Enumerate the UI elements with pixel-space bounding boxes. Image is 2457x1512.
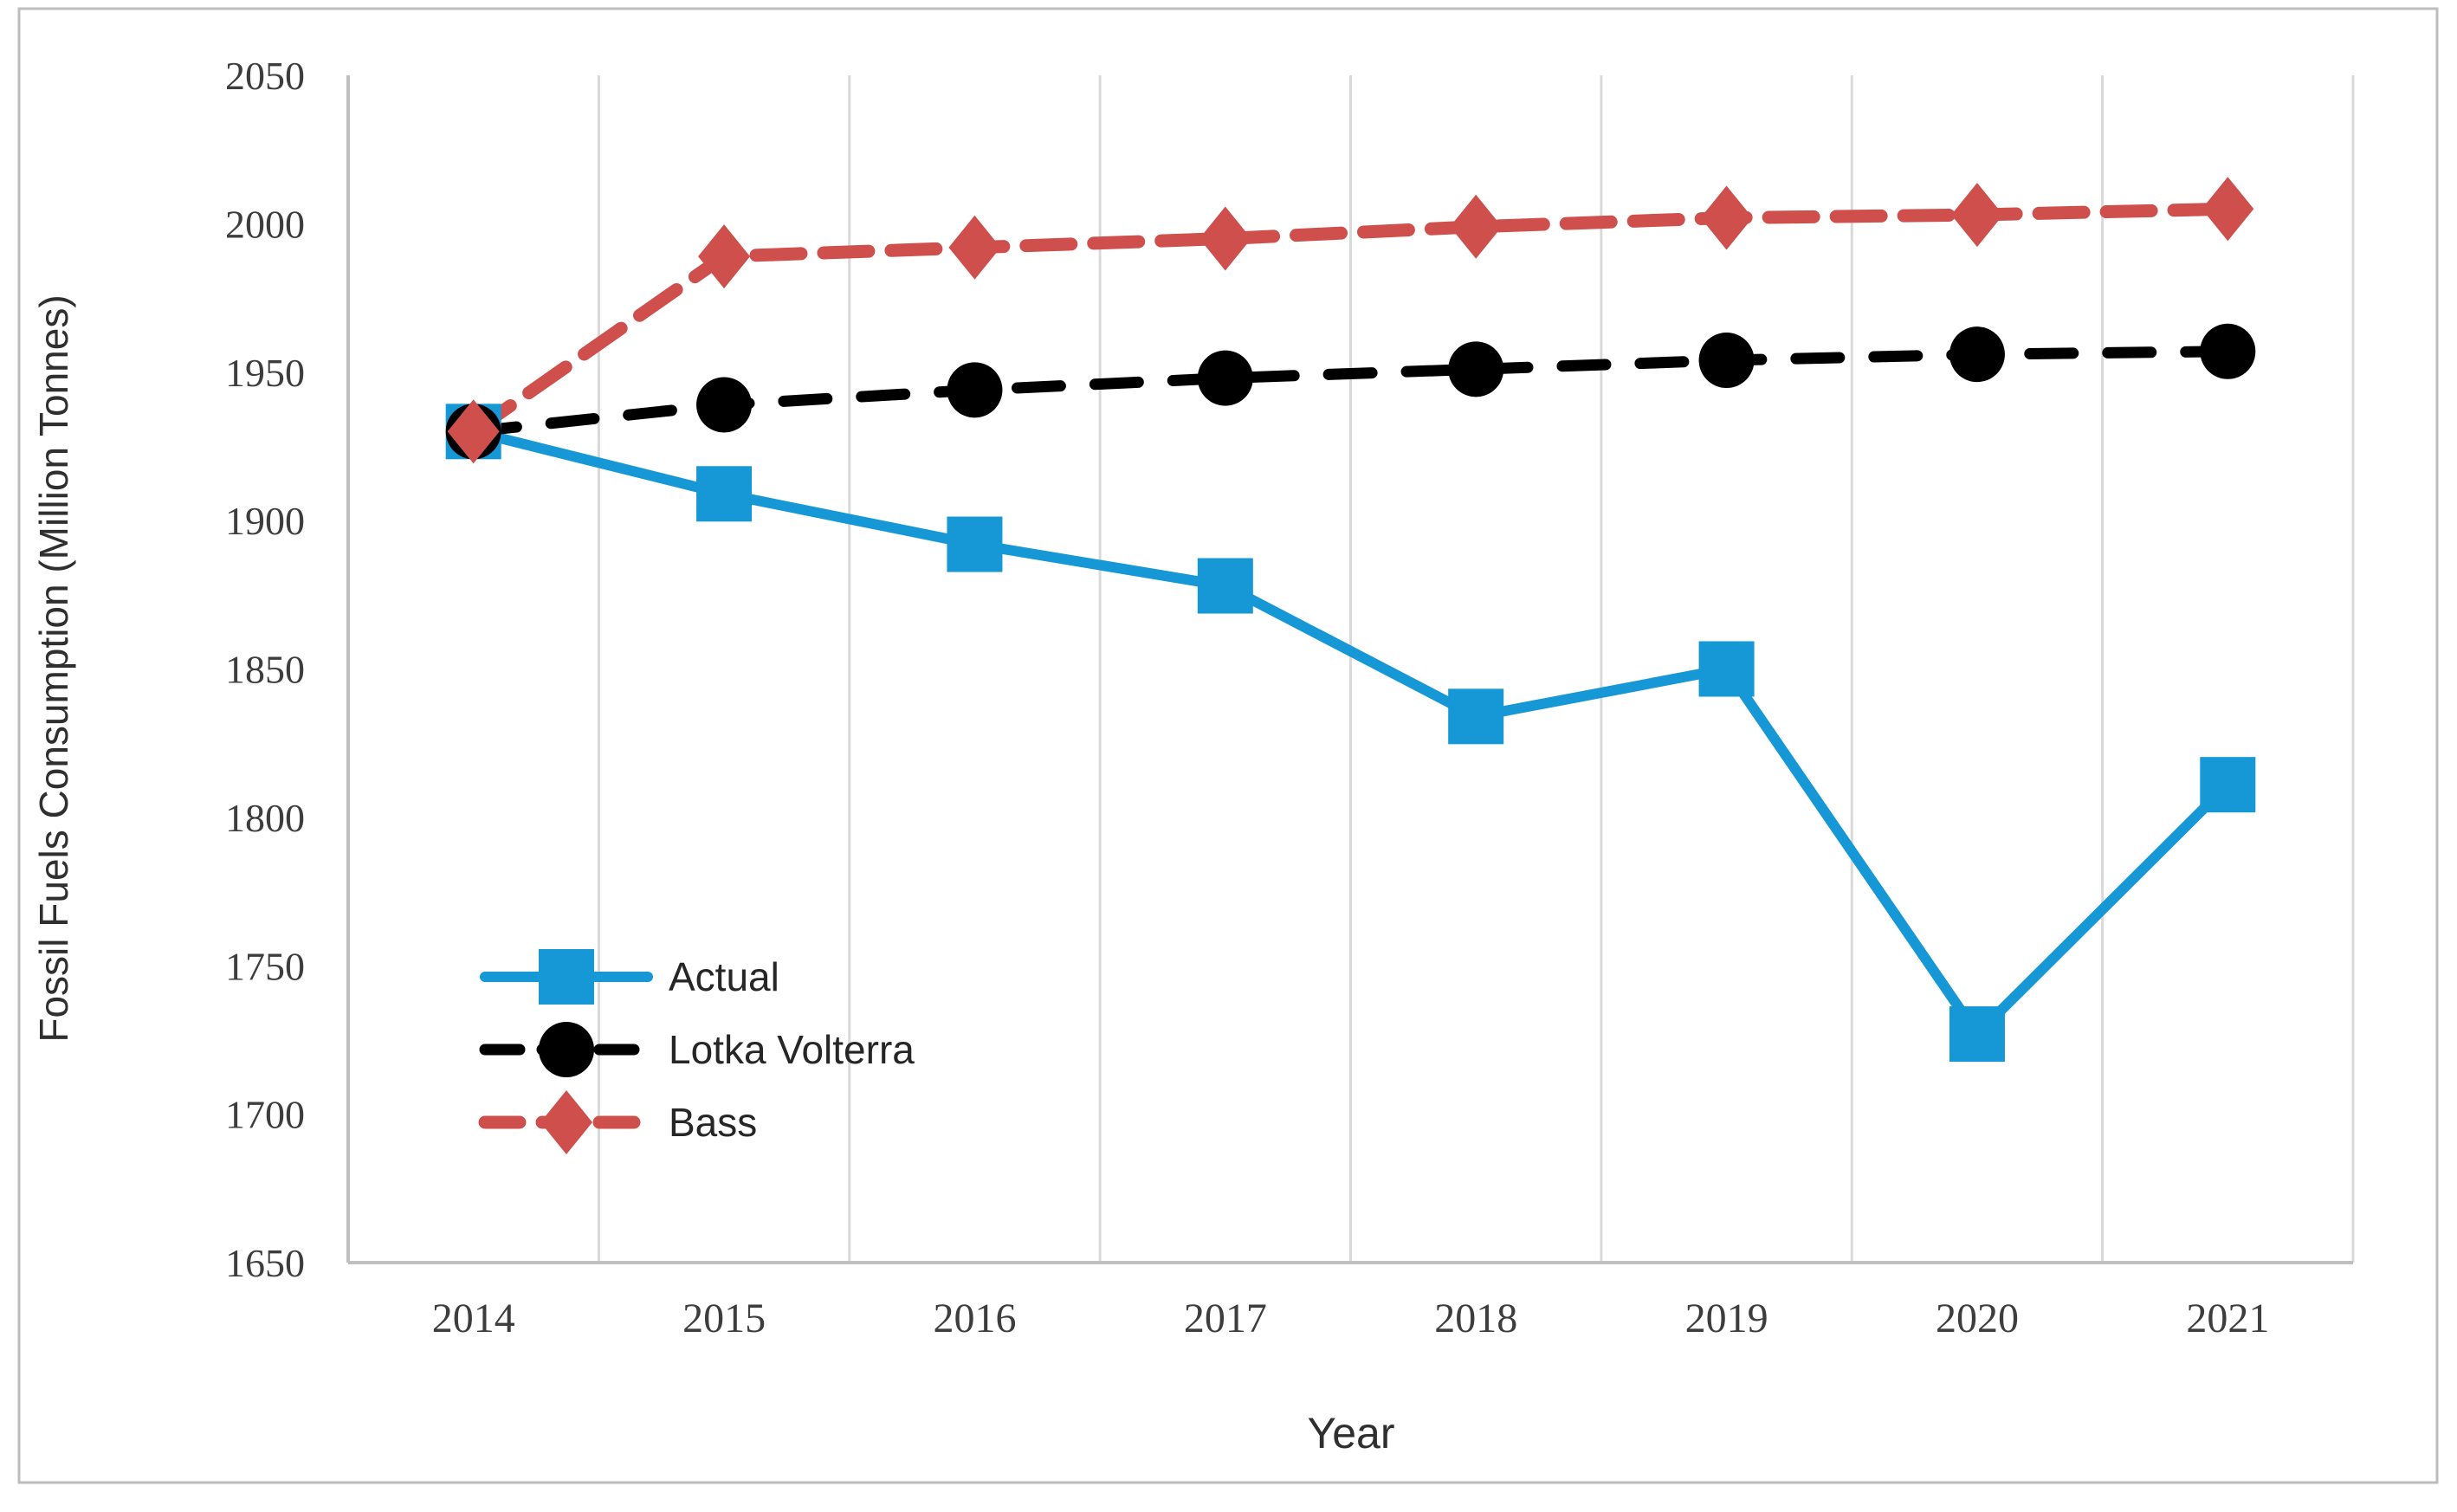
x-tick-label: 2014 [432, 1296, 515, 1341]
marker-lotka-volterra-2018 [1448, 341, 1504, 397]
y-tick-label: 1750 [225, 944, 305, 988]
marker-bass-2021 [2202, 177, 2254, 242]
marker-lotka-volterra-2020 [1949, 326, 2005, 383]
x-tick-label: 2019 [1685, 1296, 1768, 1341]
marker-actual-2015 [696, 466, 753, 522]
legend-marker [539, 1022, 594, 1077]
series-line-bass [467, 202, 2234, 438]
x-tick-label: 2018 [1434, 1296, 1517, 1341]
marker-lotka-volterra-2019 [1698, 333, 1755, 389]
legend-label: Lotka Volterra [669, 1027, 915, 1072]
x-tick-label: 2016 [933, 1296, 1016, 1341]
chart-root: 2050 2000 1950 1900 1850 1800 1750 1700 1650 2014… [17, 7, 2439, 1484]
y-tick-label: 2000 [225, 202, 305, 246]
series-line-lotka-volterra [468, 346, 2234, 437]
legend-marker [539, 949, 594, 1005]
y-tick-label: 1800 [225, 796, 305, 840]
legend-label: Bass [669, 1100, 757, 1145]
y-tick-label: 1900 [225, 499, 305, 543]
marker-bass-2014 [447, 399, 500, 464]
x-tick-label: 2015 [682, 1296, 766, 1341]
marker-lotka-volterra-2015 [696, 377, 753, 433]
y-tick-label: 1850 [225, 648, 305, 692]
marker-actual-2019 [1698, 641, 1755, 697]
x-tick-label: 2021 [2186, 1296, 2269, 1341]
x-tick-label: 2020 [1936, 1296, 2019, 1341]
legend-marker [540, 1090, 592, 1154]
marker-actual-2020 [1949, 1006, 2005, 1063]
marker-bass-2019 [1700, 185, 1753, 250]
x-tick-label: 2017 [1184, 1296, 1267, 1341]
marker-bass-2018 [1450, 194, 1503, 259]
marker-actual-2016 [947, 516, 1003, 572]
marker-bass-2015 [698, 224, 751, 289]
marker-bass-2016 [948, 215, 1001, 280]
y-tick-label: 2050 [225, 54, 305, 98]
y-tick-label: 1650 [225, 1241, 305, 1285]
marker-bass-2017 [1199, 206, 1251, 271]
y-tick-label: 1950 [225, 351, 305, 395]
figure-border [17, 7, 2439, 1484]
marker-actual-2017 [1197, 558, 1253, 614]
marker-lotka-volterra-2021 [2200, 323, 2256, 379]
legend-label: Actual [669, 954, 779, 999]
marker-actual-2018 [1448, 688, 1504, 745]
x-axis-title: Year [1307, 1409, 1394, 1457]
series-line-actual [468, 426, 2234, 1043]
marker-lotka-volterra-2017 [1197, 350, 1253, 406]
marker-actual-2021 [2200, 757, 2256, 813]
marker-lotka-volterra-2016 [947, 362, 1003, 418]
y-axis-title: Fossil Fuels Consumption (Million Tonnes… [31, 294, 76, 1042]
y-tick-label: 1700 [225, 1093, 305, 1137]
marker-bass-2020 [1950, 183, 2003, 248]
